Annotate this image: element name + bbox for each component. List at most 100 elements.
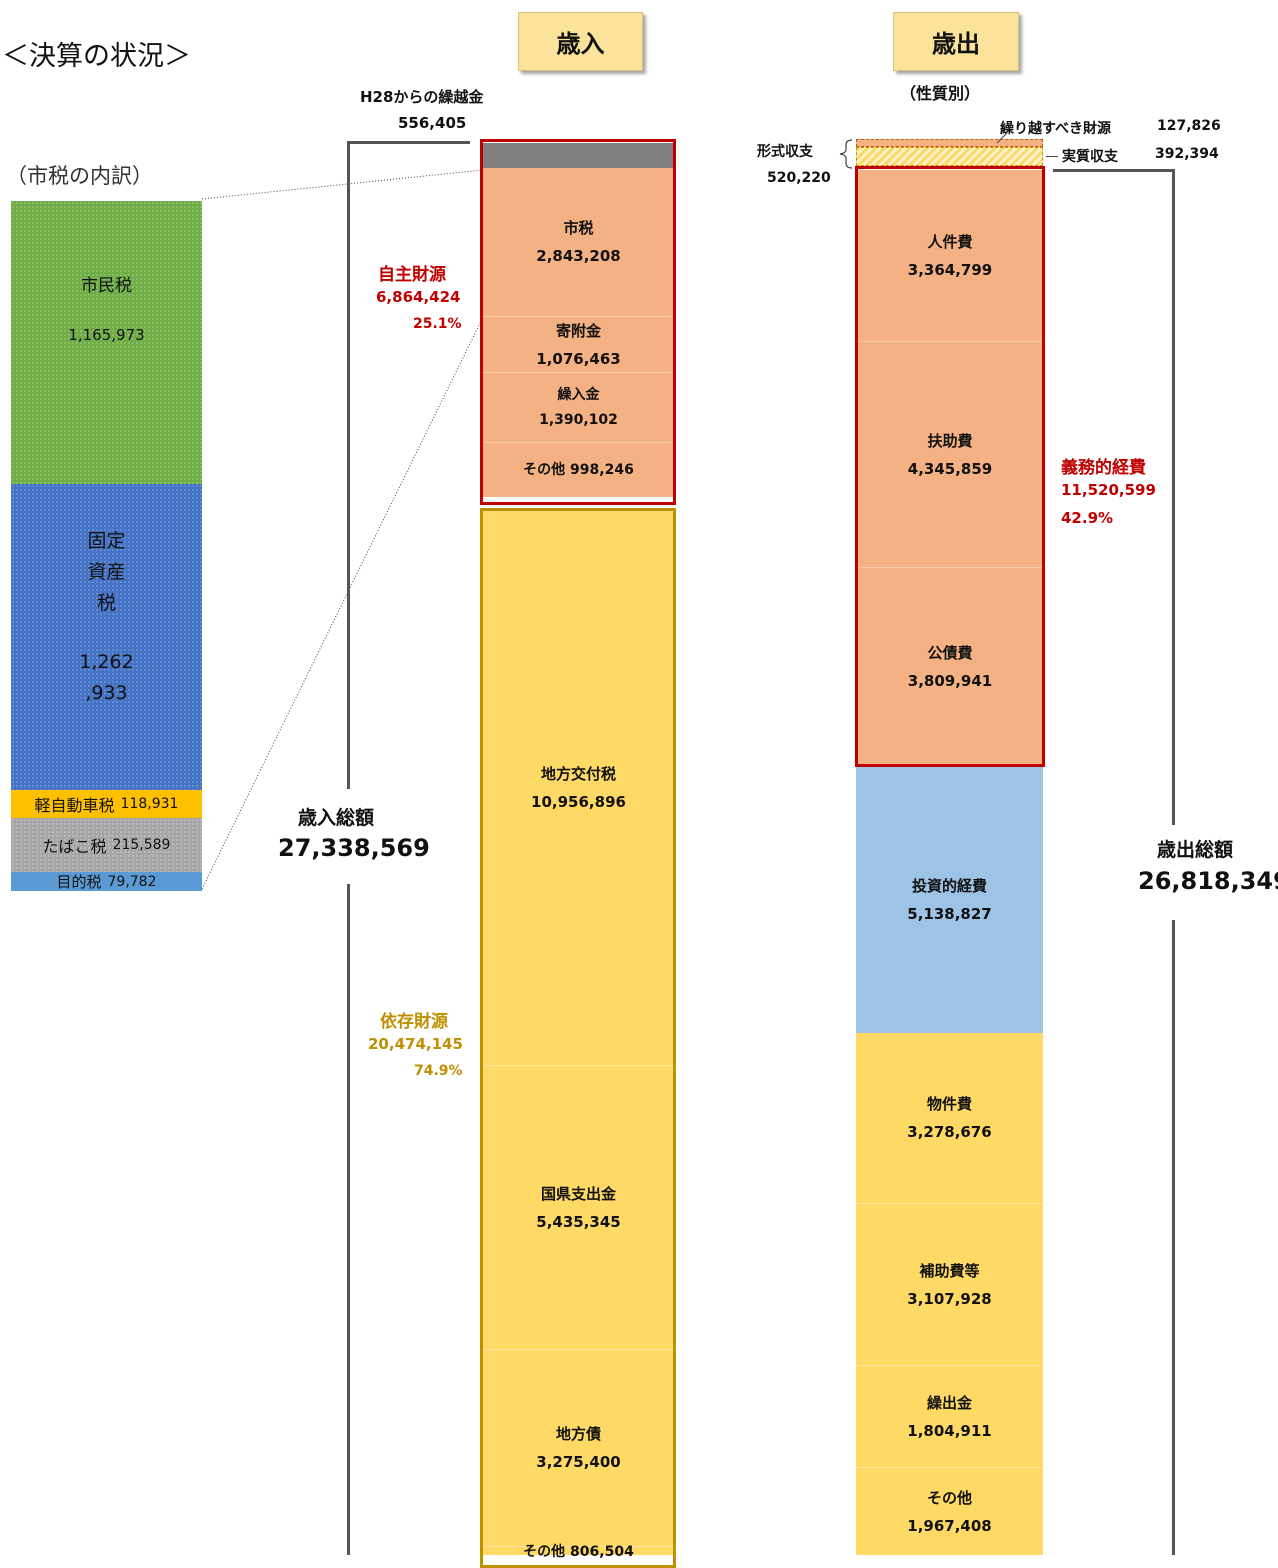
mandatory-label: 義務的経費 (1061, 458, 1146, 478)
own-source-value: 6,864,424 (376, 288, 461, 306)
own-source-label: 自主財源 (378, 265, 446, 285)
expenditure-goods: 物件費 3,278,676 (856, 1033, 1043, 1204)
carry-forward-leader (996, 132, 1008, 144)
revenue-local-bonds: 地方債 3,275,400 (483, 1350, 674, 1547)
expenditure-bracket-upper (1172, 169, 1175, 825)
segment-value: 5,138,827 (907, 905, 992, 923)
carry-forward-label: 繰り越すべき財源 (1000, 121, 1112, 137)
formal-balance-value: 520,220 (767, 170, 831, 186)
carryover-block (483, 143, 674, 168)
segment-value: 3,809,941 (907, 671, 993, 690)
segment-value: 3,275,400 (536, 1453, 621, 1471)
segment-name: 扶助費 (927, 431, 973, 450)
revenue-city-tax: 市税 2,843,208 (483, 168, 674, 317)
tax-segment-resident: 市民税 1,165,973 (11, 201, 202, 484)
dependent-source-value: 20,474,145 (368, 1035, 463, 1053)
tax-segment-property: 固定 資産 税 1,262 ,933 (11, 484, 202, 790)
segment-name: 繰入金 (557, 386, 600, 403)
segment-name: 地方交付税 (540, 765, 616, 783)
carryover-value: 556,405 (398, 114, 467, 132)
revenue-bracket-top (347, 141, 470, 144)
own-source-pct: 25.1% (413, 316, 462, 332)
segment-name: 寄附金 (555, 321, 601, 340)
revenue-title: 歳入 (518, 12, 643, 71)
revenue-own-other: その他 998,246 (483, 443, 674, 497)
real-balance-block (856, 147, 1043, 166)
expenditure-transfers-out: 繰出金 1,804,911 (856, 1366, 1043, 1468)
revenue-bracket-lower (347, 884, 350, 1555)
mandatory-value: 11,520,599 (1061, 481, 1156, 499)
tax-name: 軽自動車税 (34, 796, 115, 815)
segment-value: 1,967,408 (907, 1516, 992, 1535)
expenditure-bracket-lower (1172, 920, 1175, 1555)
segment-value: 10,956,896 (531, 793, 626, 811)
expenditure-subsidies: 補助費等 3,107,928 (856, 1204, 1043, 1366)
connector-top (201, 169, 484, 200)
revenue-donations: 寄附金 1,076,463 (483, 317, 674, 373)
carry-forward-block (856, 139, 1043, 147)
tax-value-line: 1,262 (79, 650, 134, 673)
segment-name: 市税 (563, 219, 594, 237)
expenditure-bracket-top (1053, 169, 1175, 172)
segment-value: 3,278,676 (907, 1123, 992, 1141)
tax-name-line: 固定 (87, 529, 126, 552)
tax-breakdown-caption: （市税の内訳） (6, 164, 153, 188)
expenditure-other: その他 1,967,408 (856, 1468, 1043, 1555)
segment-name: 地方債 (555, 1425, 601, 1443)
tax-value: 79,782 (107, 873, 157, 890)
page-title: ＜決算の状況＞ (2, 41, 191, 72)
real-balance-label: 実質収支 (1062, 149, 1118, 165)
tax-value-line: ,933 (85, 681, 128, 704)
revenue-transfers: 繰入金 1,390,102 (483, 373, 674, 443)
segment-name: その他 (926, 1488, 972, 1507)
revenue-bracket-upper (347, 141, 350, 789)
tax-segment-tobacco: たばこ税 215,589 (11, 818, 202, 872)
formal-balance-label: 形式収支 (757, 144, 813, 160)
tax-segment-light-vehicle: 軽自動車税 118,931 (11, 790, 202, 818)
segment-name: 繰出金 (926, 1393, 972, 1412)
carryover-label: H28からの繰越金 (360, 88, 484, 106)
segment-value: 1,804,911 (907, 1421, 992, 1440)
tax-name: 市民税 (81, 276, 132, 296)
segment-value: 4,345,859 (907, 459, 993, 478)
expenditure-investment: 投資的経費 5,138,827 (856, 767, 1043, 1033)
segment-value: 2,843,208 (536, 247, 621, 265)
segment-value: 3,364,799 (907, 260, 993, 279)
segment-value: 5,435,345 (536, 1212, 621, 1231)
expenditure-subtitle: （性質別） (900, 84, 981, 103)
segment-name: 投資的経費 (911, 877, 987, 895)
real-balance-leader (1046, 156, 1058, 157)
mandatory-frame (855, 166, 1045, 767)
expenditure-total-label: 歳出総額 (1157, 839, 1234, 861)
tax-value: 215,589 (112, 837, 171, 853)
segment-name: その他 998,246 (523, 462, 634, 478)
segment-name: 国県支出金 (540, 1184, 616, 1203)
segment-name: 物件費 (926, 1095, 972, 1113)
expenditure-debt-service: 公債費 3,809,941 (858, 568, 1042, 765)
dependent-source-frame (480, 508, 676, 1568)
own-source-frame (480, 139, 676, 505)
tax-name: 目的税 (56, 873, 102, 891)
tax-name-line: 税 (96, 591, 116, 614)
segment-value: 1,076,463 (536, 349, 621, 368)
mandatory-pct: 42.9% (1061, 509, 1114, 527)
carry-forward-value: 127,826 (1157, 118, 1221, 134)
tax-segment-purpose: 目的税 79,782 (11, 872, 202, 891)
dependent-source-label: 依存財源 (380, 1012, 448, 1032)
dependent-source-pct: 74.9% (414, 1063, 463, 1079)
formal-balance-brace (839, 139, 853, 169)
expenditure-total-value: 26,818,349 (1138, 867, 1278, 895)
expenditure-assistance: 扶助費 4,345,859 (858, 342, 1042, 568)
revenue-total-label: 歳入総額 (298, 807, 375, 829)
segment-name: 補助費等 (919, 1261, 980, 1280)
segment-name: 人件費 (927, 232, 973, 251)
revenue-national-prefectural: 国県支出金 5,435,345 (483, 1066, 674, 1350)
revenue-total-value: 27,338,569 (278, 834, 430, 862)
segment-value: 3,107,928 (907, 1289, 992, 1308)
expenditure-title: 歳出 (893, 12, 1019, 71)
tax-value: 1,165,973 (68, 326, 145, 344)
tax-name-line: 資産 (87, 560, 126, 583)
tax-name: たばこ税 (42, 837, 107, 856)
revenue-local-allocation-tax: 地方交付税 10,956,896 (483, 511, 674, 1066)
segment-value: 1,390,102 (539, 411, 618, 428)
